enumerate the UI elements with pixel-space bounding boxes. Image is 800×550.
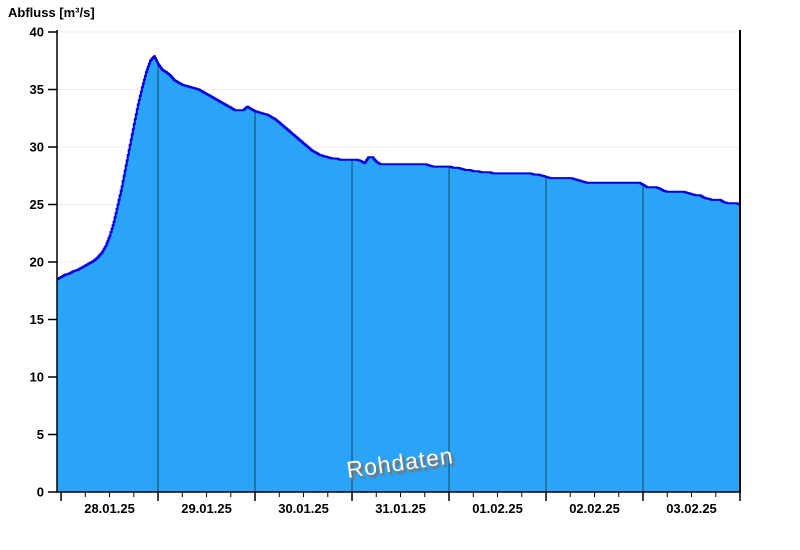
- x-tick-label: 28.01.25: [84, 501, 135, 516]
- y-tick-label: 5: [37, 427, 44, 442]
- x-tick-label: 03.02.25: [666, 501, 717, 516]
- y-tick-label: 30: [30, 140, 44, 155]
- y-tick-label: 25: [30, 197, 44, 212]
- y-tick-label: 0: [37, 485, 44, 500]
- y-tick-label: 10: [30, 370, 44, 385]
- y-tick-label: 40: [30, 25, 44, 40]
- y-tick-label: 35: [30, 82, 44, 97]
- area-series-edge: [57, 55, 741, 281]
- area-series-fill: [57, 56, 740, 492]
- x-tick-label: 30.01.25: [278, 501, 329, 516]
- x-tick-label: 01.02.25: [472, 501, 523, 516]
- x-tick-label: 02.02.25: [569, 501, 620, 516]
- x-tick-label: 31.01.25: [375, 501, 426, 516]
- y-tick-label: 20: [30, 255, 44, 270]
- chart-title: Abfluss [m³/s]: [8, 5, 95, 20]
- y-tick-label: 15: [30, 312, 44, 327]
- x-tick-label: 29.01.25: [181, 501, 232, 516]
